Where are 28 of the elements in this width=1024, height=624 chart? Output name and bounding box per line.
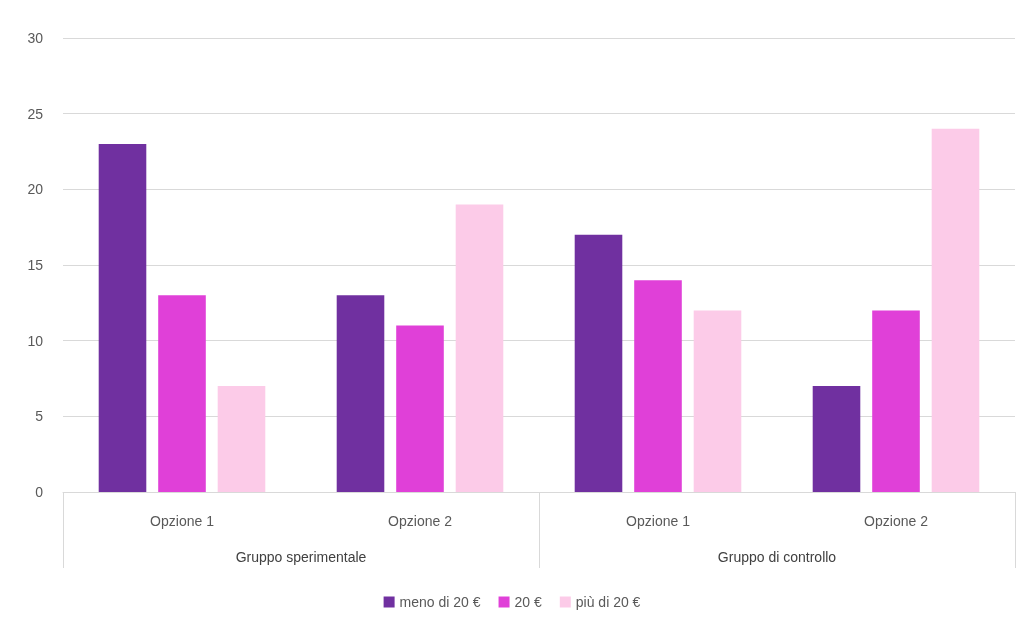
legend-label: 20 € [514,594,543,610]
bar [396,325,444,492]
y-tick-label: 20 [27,181,44,198]
bar [98,143,147,492]
legend-label: meno di 20 € [399,594,481,610]
y-tick-label: 15 [27,257,44,273]
x-tick-label: Opzione 1 [150,513,215,529]
bar [455,204,504,492]
x-tick-label: Opzione 1 [626,513,691,529]
bar [217,386,266,492]
text: Gruppo di controllo [717,549,837,565]
bar [336,295,385,492]
x-tick-label: Opzione 2 [864,513,929,529]
bar [812,386,861,492]
x-tick-label: Opzione 2 [388,513,453,529]
bar [931,128,980,492]
bar [158,295,206,492]
bar [693,310,742,492]
y-tick-label: 0 [35,484,44,500]
y-tick-label: 5 [35,408,44,425]
y-tick-label: 25 [27,105,44,122]
bar [634,280,682,492]
text: Gruppo sperimentale [235,549,367,565]
y-tick-label: 30 [27,30,44,46]
bar [574,234,623,492]
bar [872,310,920,492]
legend-label: più di 20 € [575,594,641,610]
y-tick-label: 10 [27,332,44,349]
